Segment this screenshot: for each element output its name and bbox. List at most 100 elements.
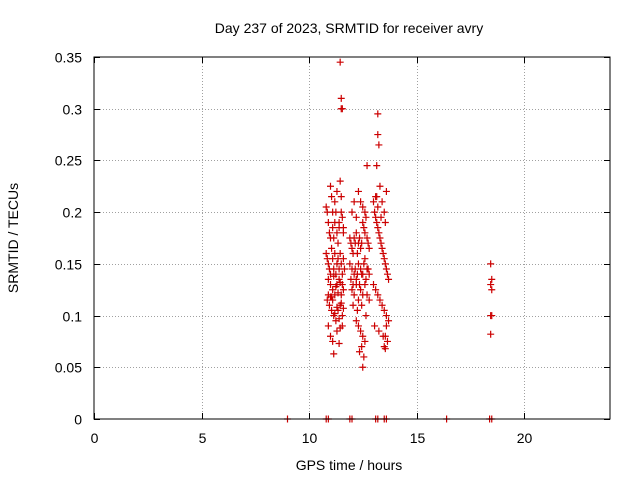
data-point — [381, 260, 389, 268]
data-point — [350, 291, 358, 299]
data-point — [349, 301, 357, 309]
data-point — [373, 193, 381, 201]
data-point — [337, 299, 345, 307]
chart-title: Day 237 of 2023, SRMTID for receiver avr… — [215, 20, 483, 36]
data-point — [354, 322, 362, 330]
data-point — [328, 244, 336, 252]
data-point — [359, 363, 367, 371]
data-point — [346, 260, 354, 268]
data-point — [374, 110, 382, 118]
data-point — [334, 306, 342, 314]
data-point — [334, 289, 342, 297]
data-point — [372, 286, 380, 294]
data-point — [352, 229, 360, 237]
data-point — [363, 162, 371, 170]
data-point — [329, 286, 337, 294]
data-point — [336, 58, 344, 66]
data-point — [364, 265, 372, 273]
data-point — [339, 229, 347, 237]
data-point — [328, 193, 336, 201]
data-point — [362, 275, 370, 283]
x-tick-label: 0 — [91, 430, 99, 446]
y-axis: 0 0.05 0.1 0.15 0.2 0.25 0.3 0.35 — [55, 50, 610, 428]
data-point — [361, 229, 369, 237]
data-point — [353, 306, 361, 314]
data-point — [348, 286, 356, 294]
data-point — [327, 281, 334, 289]
data-point — [382, 187, 390, 195]
data-point — [329, 337, 337, 345]
data-point — [379, 250, 387, 258]
data-point — [377, 213, 385, 221]
data-point — [333, 187, 341, 195]
y-tick-label: 0.1 — [63, 309, 83, 325]
data-point — [360, 260, 368, 268]
data-point — [382, 265, 390, 273]
data-point — [324, 218, 332, 226]
data-point — [324, 260, 332, 268]
data-point — [330, 234, 338, 242]
data-point — [357, 286, 365, 294]
data-point — [381, 218, 389, 226]
y-tick-label: 0.15 — [55, 257, 82, 273]
data-point — [336, 250, 344, 258]
data-point — [362, 312, 370, 320]
data-point — [331, 310, 339, 318]
data-point — [365, 244, 373, 252]
data-point — [338, 281, 346, 289]
data-point — [385, 317, 393, 325]
data-point — [354, 296, 362, 304]
data-point — [352, 213, 360, 221]
data-point — [331, 198, 339, 206]
data-point — [487, 260, 495, 268]
data-point — [325, 301, 333, 309]
data-point — [339, 304, 347, 312]
data-point — [327, 332, 334, 340]
data-point — [333, 303, 341, 311]
data-point — [358, 270, 366, 278]
data-point — [354, 187, 362, 195]
data-point — [361, 208, 369, 216]
data-point — [335, 339, 343, 347]
data-point — [487, 330, 495, 338]
data-point — [382, 312, 390, 320]
data-point — [363, 234, 371, 242]
x-tick-label: 10 — [302, 430, 318, 446]
data-point — [363, 291, 371, 299]
data-point — [338, 322, 346, 330]
data-point — [375, 141, 383, 149]
y-tick-label: 0.3 — [63, 102, 83, 118]
data-point — [338, 105, 346, 113]
y-tick-label: 0.25 — [55, 153, 82, 169]
data-point — [322, 250, 330, 258]
data-point — [378, 301, 386, 309]
data-point — [338, 312, 346, 320]
data-point — [361, 255, 369, 263]
data-point — [376, 234, 384, 242]
data-point — [330, 272, 338, 280]
data-point — [383, 270, 391, 278]
data-point — [352, 281, 360, 289]
data-point — [338, 213, 346, 221]
data-point — [336, 177, 344, 185]
data-point — [365, 270, 373, 278]
data-point — [360, 224, 368, 232]
data-point — [374, 224, 382, 232]
data-point — [357, 198, 365, 206]
data-point — [332, 283, 340, 291]
data-point — [371, 322, 379, 330]
x-axis-label: GPS time / hours — [296, 457, 403, 473]
data-point — [328, 306, 336, 314]
data-point — [352, 317, 360, 325]
data-point — [365, 296, 373, 304]
data-point — [361, 281, 369, 289]
data-points — [284, 58, 496, 423]
data-point — [351, 265, 359, 273]
data-point — [338, 270, 346, 278]
y-axis-label: SRMTID / TECUs — [5, 183, 21, 293]
data-point — [375, 229, 383, 237]
data-point — [378, 198, 386, 206]
data-point — [356, 234, 364, 242]
data-point — [364, 239, 372, 247]
data-point — [358, 301, 366, 309]
